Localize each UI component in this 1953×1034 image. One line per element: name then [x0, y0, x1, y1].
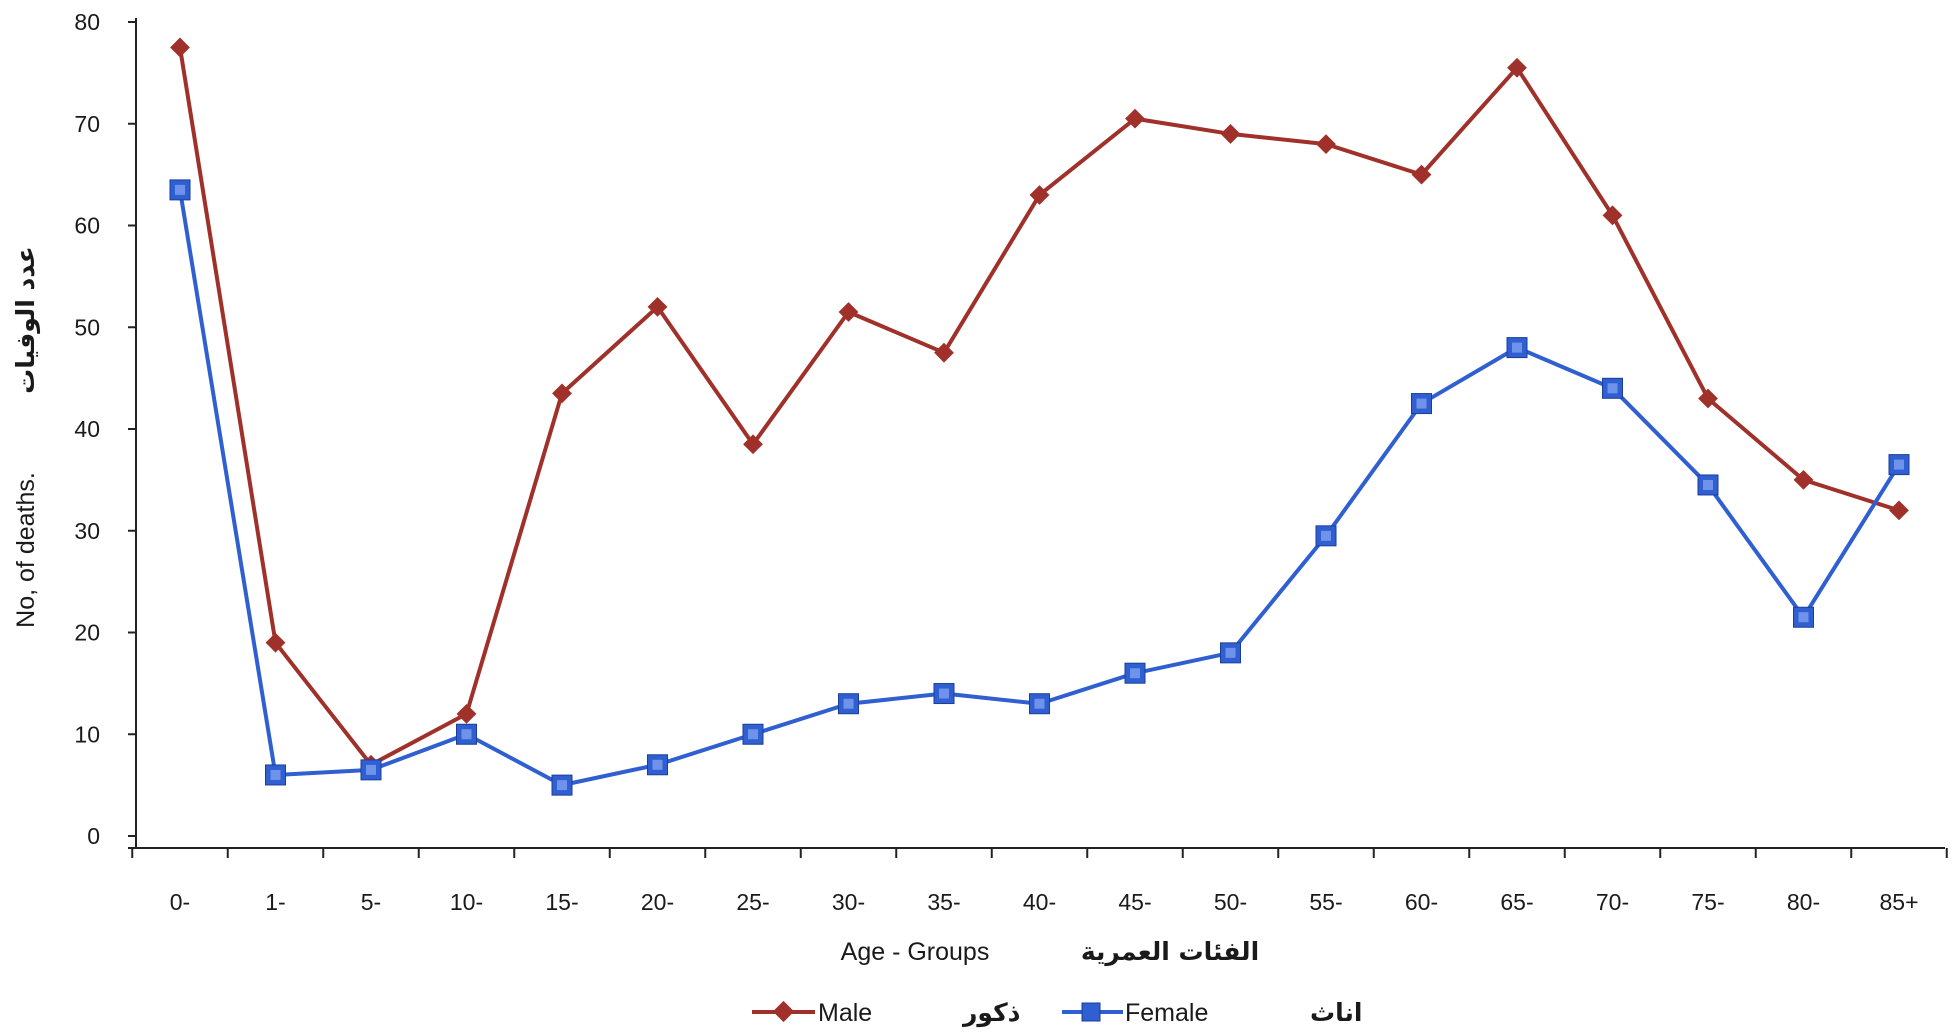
x-tick-label: 60- [1405, 889, 1438, 915]
x-tick-label: 0- [170, 889, 190, 915]
legend-female-label-ar: اناث [1310, 998, 1362, 1027]
data-point-male [743, 434, 763, 455]
legend-item-female: Female اناث [1062, 998, 1362, 1027]
x-axis-title-ar: الفئات العمرية [1081, 937, 1259, 967]
series-female [169, 179, 1910, 796]
data-point-male [1793, 469, 1814, 490]
x-ticks: 0- 1- 5- 10- 15- 20- 25- 30- 35- 40- 45- 50- 55- 60- 6… [131, 848, 1948, 915]
x-tick-label: 10- [450, 889, 483, 915]
data-point-male [1411, 164, 1432, 185]
y-tick-label: 30 [74, 518, 100, 544]
data-point-male [1602, 205, 1623, 226]
x-tick-label: 50- [1214, 889, 1247, 915]
data-point-female-highlight [748, 729, 758, 740]
data-point-female-highlight [1321, 530, 1331, 541]
y-tick-label: 50 [74, 314, 100, 340]
x-tick-label: 45- [1118, 889, 1151, 915]
data-point-male [934, 342, 954, 363]
data-point-male [170, 37, 190, 58]
data-point-female-highlight [1798, 612, 1809, 623]
x-tick-label: 35- [927, 889, 960, 915]
y-tick-label: 80 [74, 9, 100, 35]
x-tick-label: 15- [545, 889, 578, 915]
x-tick-label: 65- [1500, 889, 1533, 915]
data-point-male [265, 632, 286, 653]
y-tick-label: 40 [74, 416, 100, 442]
legend-item-male: Male ذكور [752, 998, 1021, 1028]
y-ticks: 0 10 20 30 40 50 60 70 80 [74, 9, 136, 849]
x-tick-label: 70- [1596, 889, 1629, 915]
x-tick-label: 1- [265, 889, 285, 915]
x-tick-label: 20- [641, 889, 674, 915]
data-point-male [1507, 57, 1527, 78]
data-point-female-highlight [1416, 398, 1427, 409]
y-tick-label: 0 [87, 823, 100, 849]
legend-male-marker [772, 1000, 795, 1023]
y-axis-title-en: No, of deaths. [12, 472, 40, 628]
data-point-male [1125, 108, 1145, 129]
data-point-female-highlight [1607, 383, 1618, 394]
series-layer [169, 37, 1910, 796]
data-point-female-highlight [1703, 479, 1713, 490]
x-tick-label: 75- [1691, 889, 1724, 915]
data-point-female-highlight [461, 729, 472, 740]
data-point-male [456, 704, 477, 724]
x-tick-label: 25- [736, 889, 769, 915]
legend: Male ذكور Female اناث [752, 998, 1362, 1028]
data-point-female-highlight [1894, 459, 1904, 470]
data-point-male [838, 302, 859, 322]
series-line-male [178, 47, 1900, 767]
series-male [170, 37, 1909, 775]
x-axis-title-en: Age - Groups [841, 938, 990, 966]
data-point-male [647, 297, 668, 317]
data-point-female-highlight [939, 688, 949, 699]
legend-female-label: Female [1125, 999, 1208, 1027]
data-point-male [1889, 500, 1909, 521]
y-tick-label: 10 [74, 721, 100, 747]
data-point-female-highlight [557, 780, 567, 791]
data-point-male [552, 383, 572, 404]
y-axis-title-ar: عدد الوفيات [11, 246, 41, 394]
data-point-male [1029, 185, 1050, 205]
x-tick-label: 85+ [1879, 889, 1918, 915]
x-tick-label: 80- [1787, 889, 1820, 915]
axes [128, 18, 1945, 849]
x-tick-label: 5- [361, 889, 381, 915]
x-tick-label: 40- [1023, 889, 1056, 915]
legend-male-label-ar: ذكور [961, 998, 1021, 1028]
data-point-female-highlight [366, 764, 376, 775]
data-point-female-highlight [843, 698, 854, 709]
data-point-male [1220, 124, 1241, 144]
x-tick-label: 30- [832, 889, 865, 915]
x-tick-label: 55- [1309, 889, 1342, 915]
legend-female-marker [1081, 1002, 1101, 1022]
data-point-male [1698, 388, 1718, 409]
legend-male-label: Male [818, 999, 872, 1027]
data-point-female-highlight [270, 769, 281, 780]
data-point-female-highlight [1225, 647, 1236, 658]
data-point-female-highlight [1034, 698, 1045, 709]
data-point-female-highlight [175, 184, 185, 195]
y-tick-label: 70 [74, 111, 100, 137]
data-point-female-highlight [1512, 342, 1522, 353]
y-tick-label: 60 [74, 213, 100, 239]
y-axis-title: No, of deaths. عدد الوفيات [11, 246, 41, 628]
data-point-female-highlight [1130, 668, 1140, 679]
y-tick-label: 20 [74, 620, 100, 646]
data-point-female-highlight [652, 759, 663, 770]
data-point-male [1316, 134, 1336, 154]
